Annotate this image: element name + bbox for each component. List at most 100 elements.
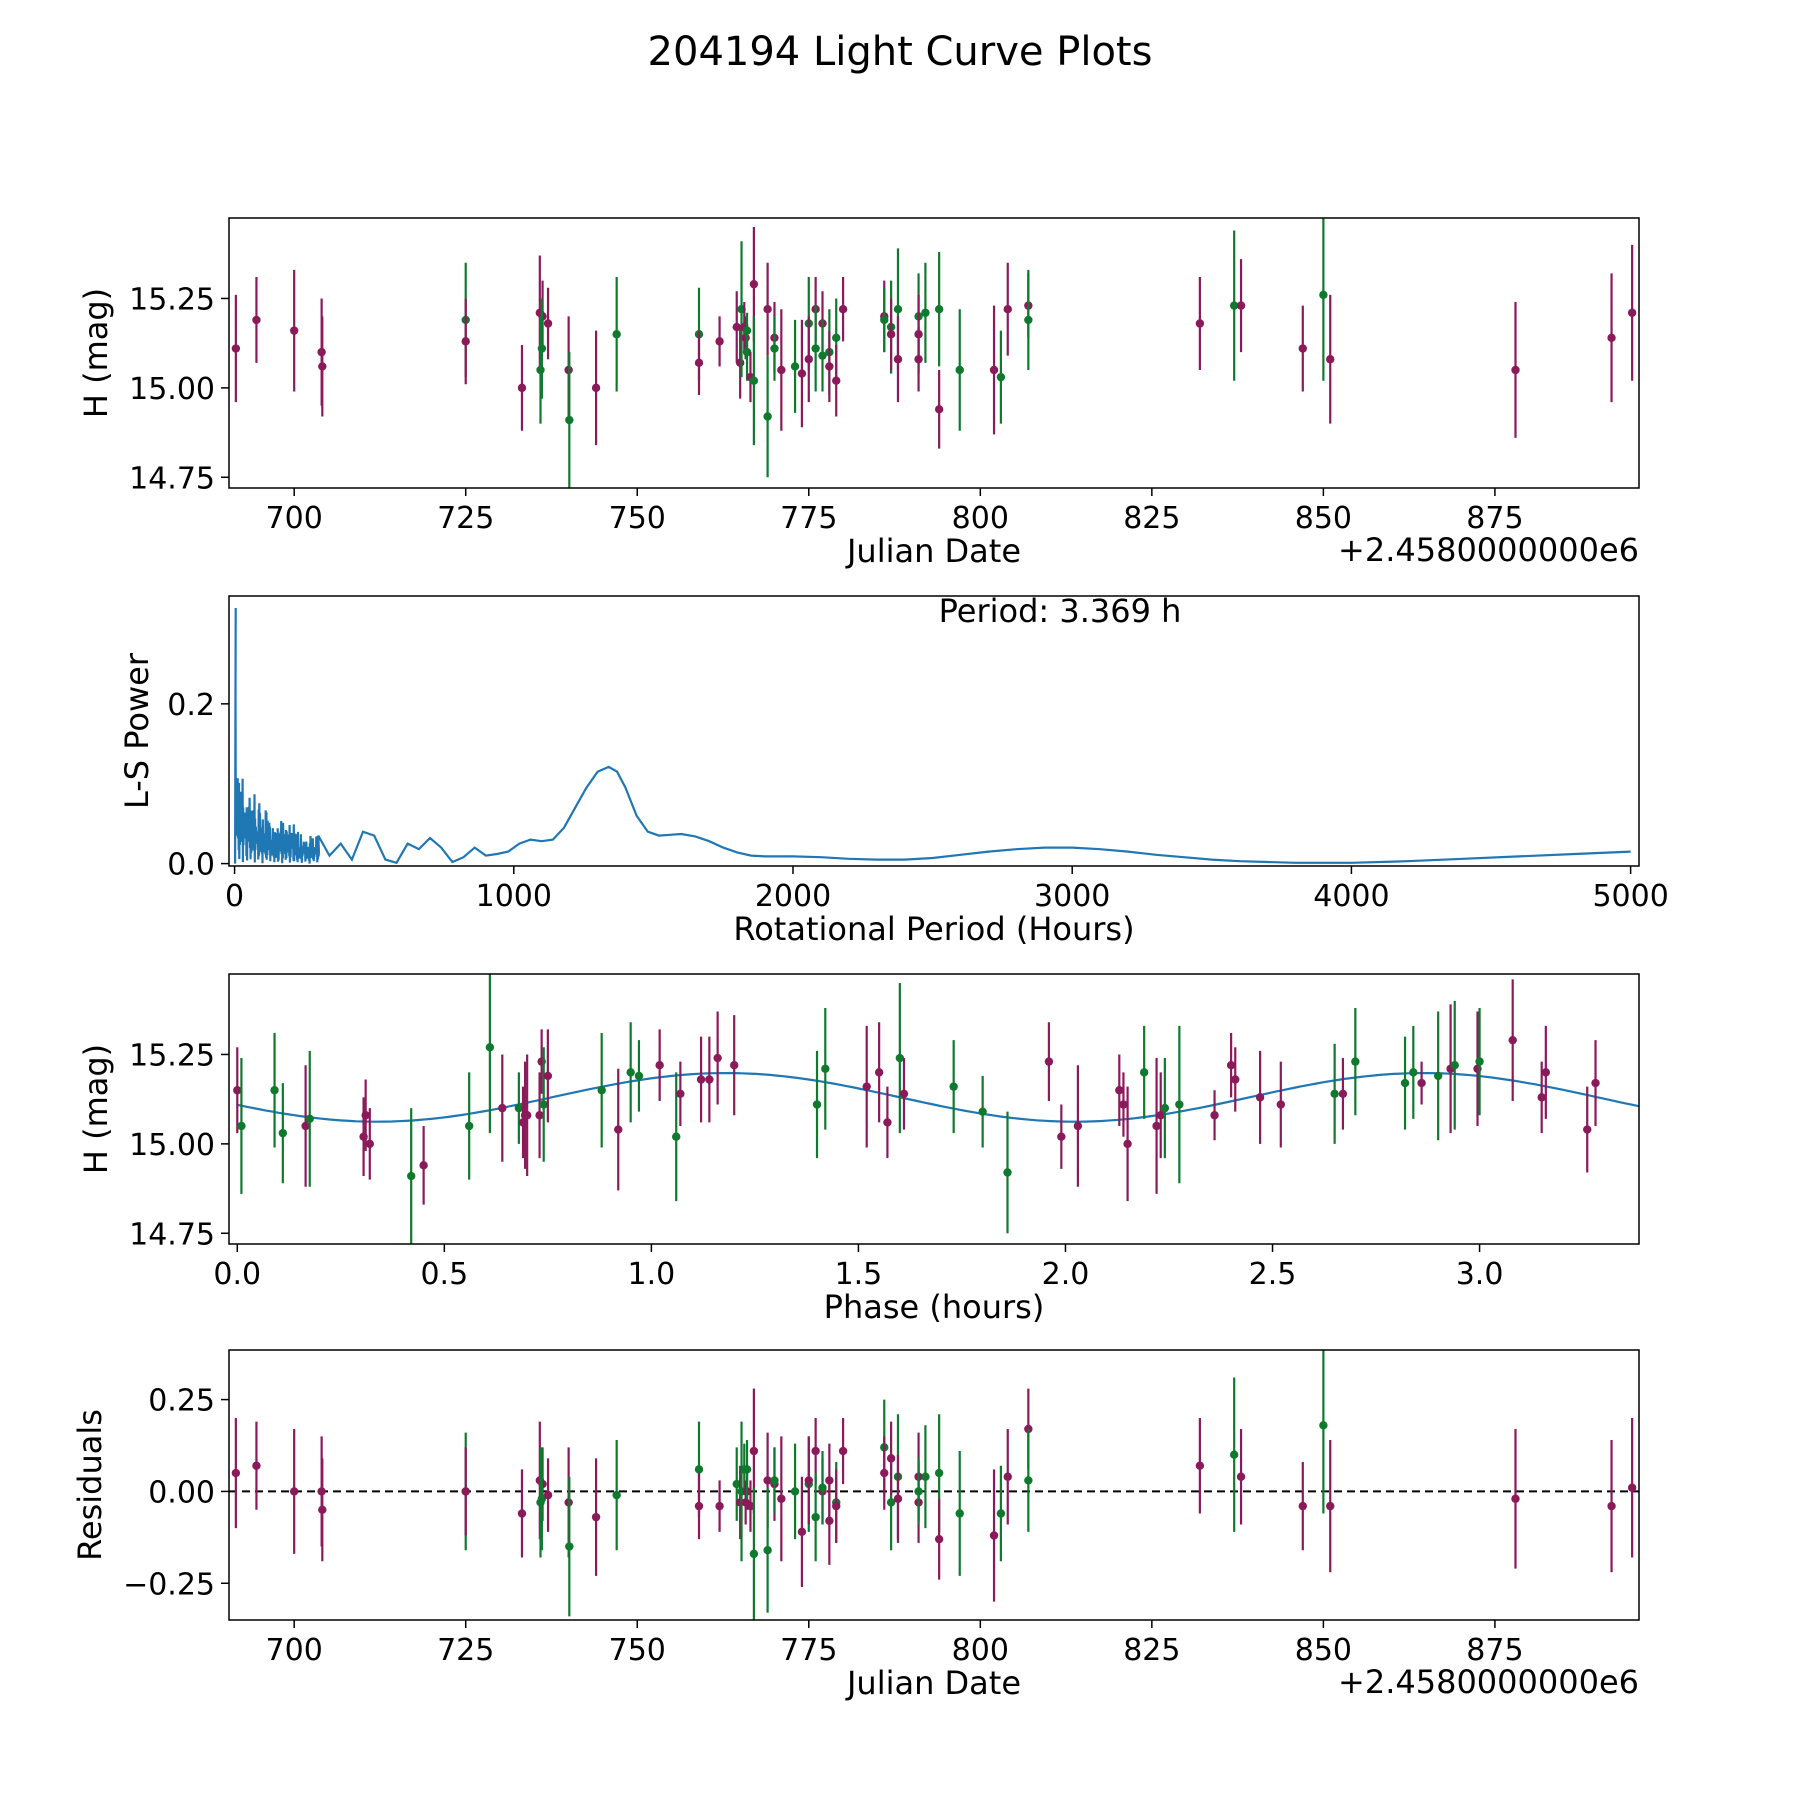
point-marker [742, 347, 752, 357]
x-tick-label: 775 [780, 501, 837, 536]
x-tick-label: 825 [1123, 1633, 1180, 1668]
data-point [1236, 1428, 1246, 1525]
data-point [1298, 1462, 1307, 1551]
data-point [715, 1480, 724, 1532]
data-point [1319, 218, 1328, 381]
point-marker [1057, 1132, 1066, 1141]
data-point [1073, 1065, 1083, 1187]
point-marker [746, 1501, 755, 1511]
data-point [895, 982, 905, 1134]
point-marker [464, 1121, 474, 1131]
data-point [634, 1040, 644, 1112]
point-marker [996, 1509, 1006, 1518]
data-point [742, 323, 752, 381]
point-marker [233, 1086, 242, 1095]
data-point [252, 1421, 261, 1510]
data-point [838, 277, 848, 342]
data-point [811, 1473, 820, 1562]
data-point [626, 1022, 635, 1123]
point-marker [832, 1501, 841, 1511]
point-marker [1226, 1060, 1236, 1070]
point-marker [790, 1487, 800, 1496]
phase-axes-frame [228, 973, 1640, 1245]
point-marker [1276, 1100, 1286, 1109]
phase-plot-area [233, 974, 1639, 1244]
data-point [880, 1436, 889, 1510]
point-marker [522, 1111, 532, 1120]
point-marker [777, 1494, 786, 1503]
data-point [1003, 1111, 1012, 1234]
point-marker [825, 362, 834, 371]
x-tick-label: 700 [266, 501, 323, 536]
y-tick-label: −0.25 [123, 1567, 215, 1602]
data-point [1330, 1043, 1339, 1144]
data-point [419, 1125, 428, 1205]
point-marker [811, 344, 820, 353]
point-marker [1231, 1075, 1240, 1084]
data-point [278, 1083, 288, 1184]
data-point [862, 1025, 871, 1148]
point-marker [1119, 1100, 1128, 1109]
data-point [934, 1498, 944, 1580]
data-point [838, 1417, 848, 1485]
point-marker [763, 1546, 772, 1555]
x-tick-label: 750 [609, 1633, 666, 1668]
data-point [797, 1476, 807, 1587]
point-marker [818, 1483, 827, 1492]
x-tick-label: 775 [780, 1633, 837, 1668]
data-point [1057, 1104, 1066, 1169]
data-point [1123, 1086, 1132, 1202]
x-tick-label: 0.0 [213, 1257, 261, 1292]
y-tick-label: 0.00 [148, 1475, 215, 1510]
point-marker [1044, 1057, 1054, 1066]
point-marker [1123, 1139, 1132, 1149]
point-marker [565, 415, 574, 425]
data-point [818, 1451, 827, 1525]
point-marker [825, 1516, 834, 1526]
data-point [812, 1050, 822, 1159]
data-point [804, 1436, 813, 1525]
point-marker [996, 372, 1006, 382]
point-marker [735, 358, 745, 368]
period-annotation: Period: 3.369 h [939, 592, 1182, 630]
point-marker [1229, 301, 1239, 310]
point-marker [270, 1086, 279, 1095]
point-marker [797, 1527, 807, 1537]
point-marker [1175, 1100, 1184, 1109]
data-point [536, 1447, 545, 1558]
point-marker [1003, 1472, 1012, 1481]
point-marker [1400, 1078, 1410, 1088]
point-marker [1627, 308, 1637, 317]
data-point [886, 298, 896, 370]
data-point [732, 1447, 741, 1521]
point-marker [770, 344, 779, 353]
point-marker [949, 1082, 958, 1091]
y-tick-label: 15.00 [129, 1128, 215, 1163]
data-point [1319, 1350, 1328, 1514]
point-marker [763, 1476, 772, 1485]
point-marker [1607, 1501, 1616, 1511]
residuals-offset-text: +2.4580000000e6 [1338, 1663, 1639, 1701]
point-marker [461, 337, 470, 346]
data-point [1119, 1072, 1128, 1137]
point-marker [634, 1071, 644, 1081]
point-marker [1417, 1078, 1426, 1088]
point-marker [543, 1490, 553, 1500]
point-marker [252, 315, 261, 325]
data-point [1508, 979, 1517, 1101]
phase-y-label: H (mag) [77, 1044, 115, 1174]
data-point [1139, 1025, 1149, 1119]
x-tick-label: 700 [266, 1633, 323, 1668]
point-marker [886, 1454, 896, 1463]
point-marker [1326, 355, 1335, 364]
point-marker [886, 330, 896, 339]
point-marker [914, 1487, 923, 1496]
point-marker [1627, 1483, 1637, 1492]
y-tick-label: 15.25 [129, 282, 215, 317]
point-marker [763, 412, 772, 421]
point-marker [1433, 1071, 1443, 1081]
data-point [252, 277, 261, 363]
data-point [1417, 1061, 1426, 1105]
data-point [763, 1487, 772, 1613]
data-point [921, 262, 930, 363]
